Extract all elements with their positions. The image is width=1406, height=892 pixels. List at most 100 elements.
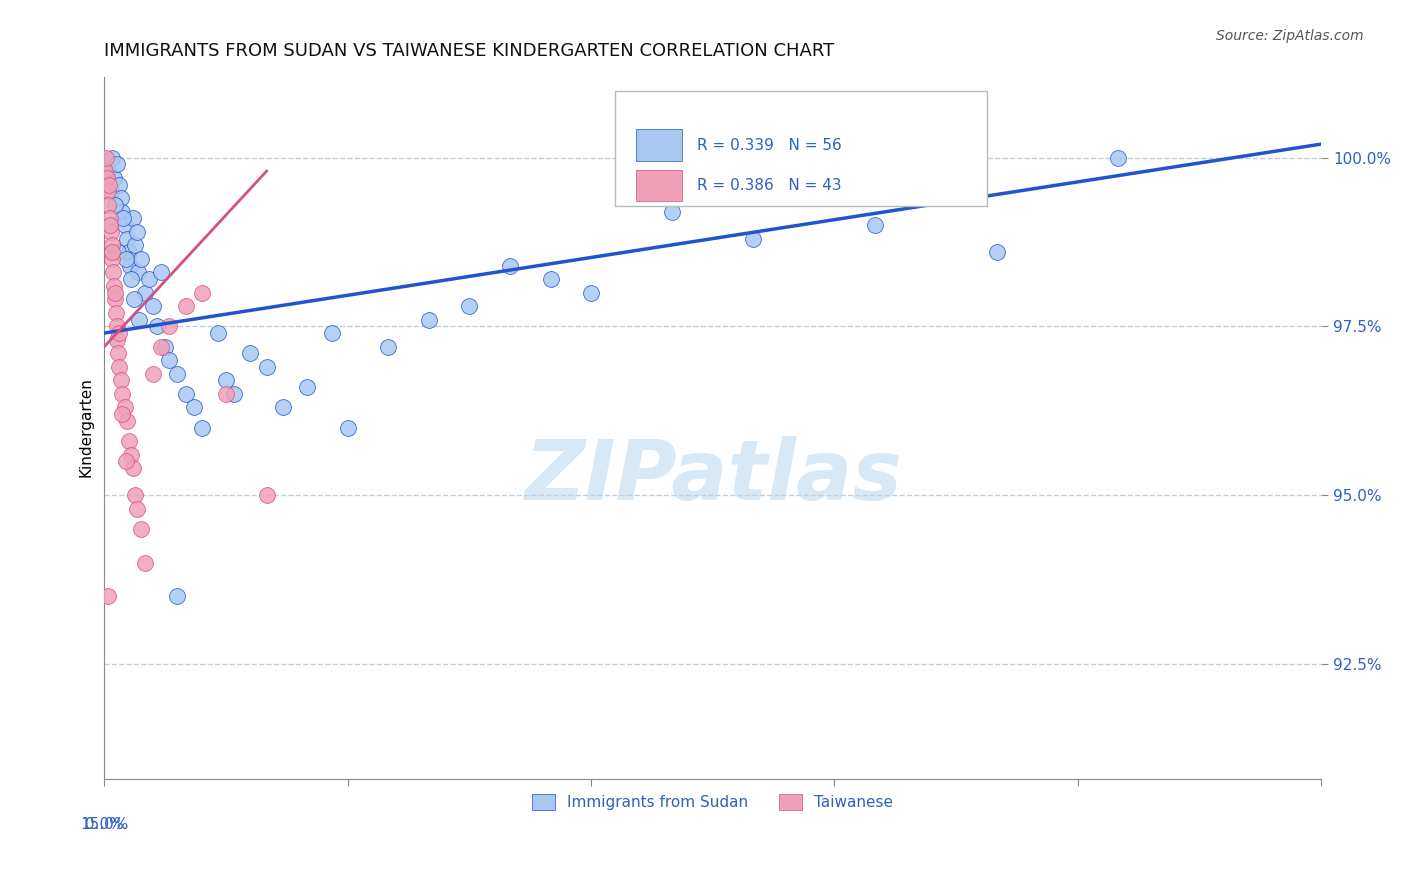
Point [157, 353, 180, 368]
Point [105, 319, 128, 334]
Point [125, 501, 148, 516]
Point [115, 231, 138, 245]
Point [124, 488, 146, 502]
Point [108, 359, 131, 374]
Point [174, 299, 197, 313]
Text: R = 0.386   N = 43: R = 0.386 N = 43 [697, 178, 842, 193]
Point [108, 326, 131, 340]
Bar [636, 169, 682, 202]
Point [134, 285, 156, 300]
Point [110, 191, 132, 205]
Text: Source: ZipAtlas.com: Source: ZipAtlas.com [1216, 29, 1364, 44]
Text: ZIPatlas: ZIPatlas [524, 436, 901, 517]
Point [110, 373, 132, 387]
Point [321, 326, 343, 340]
Point [121, 461, 143, 475]
Point [540, 272, 562, 286]
Point [134, 556, 156, 570]
Point [256, 488, 278, 502]
Point [183, 401, 205, 415]
Point [98, 211, 121, 226]
Point [142, 367, 165, 381]
Point [115, 252, 138, 266]
Point [579, 285, 602, 300]
Point [125, 225, 148, 239]
Point [107, 245, 129, 260]
Point [121, 211, 143, 226]
Bar [636, 129, 682, 161]
Point [115, 454, 138, 468]
Point [111, 204, 134, 219]
Point [129, 252, 152, 266]
Point [124, 238, 146, 252]
Point [128, 312, 150, 326]
Point [108, 178, 131, 192]
Point [157, 319, 180, 334]
FancyBboxPatch shape [616, 91, 987, 206]
Point [166, 589, 188, 603]
Point [190, 285, 212, 300]
Point [215, 373, 238, 387]
Point [111, 407, 134, 421]
Point [458, 299, 481, 313]
Point [150, 265, 173, 279]
Point [146, 319, 169, 334]
Point [127, 265, 149, 279]
Point [336, 420, 359, 434]
Point [100, 238, 122, 252]
Point [499, 259, 522, 273]
Text: IMMIGRANTS FROM SUDAN VS TAIWANESE KINDERGARTEN CORRELATION CHART: IMMIGRANTS FROM SUDAN VS TAIWANESE KINDE… [104, 42, 835, 60]
Text: 15.0%: 15.0% [80, 817, 128, 832]
Point [115, 414, 138, 428]
Point [295, 380, 318, 394]
Point [138, 272, 160, 286]
Point [112, 211, 135, 226]
Text: 0.0%: 0.0% [84, 817, 124, 832]
Point [114, 401, 136, 415]
Point [107, 346, 129, 360]
Point [124, 293, 146, 307]
Point [215, 386, 238, 401]
Point [118, 434, 141, 448]
Legend: Immigrants from Sudan, Taiwanese: Immigrants from Sudan, Taiwanese [526, 789, 900, 816]
Point [207, 326, 229, 340]
Point [97, 589, 120, 603]
Point [103, 170, 125, 185]
Point [120, 448, 142, 462]
Point [129, 522, 152, 536]
Point [100, 225, 122, 239]
Point [166, 367, 188, 381]
Point [101, 151, 124, 165]
Point [97, 198, 120, 212]
Point [97, 164, 120, 178]
Point [661, 204, 683, 219]
Point [120, 272, 142, 286]
Point [104, 285, 127, 300]
Point [174, 386, 197, 401]
Point [100, 184, 122, 198]
Text: R = 0.339   N = 56: R = 0.339 N = 56 [697, 137, 842, 153]
Y-axis label: Kindergarten: Kindergarten [79, 377, 93, 477]
Point [98, 218, 121, 232]
Point [271, 401, 294, 415]
Point [142, 299, 165, 313]
Point [239, 346, 262, 360]
Point [118, 245, 141, 260]
Point [96, 170, 118, 185]
Point [101, 245, 124, 260]
Point [105, 333, 128, 347]
Point [97, 184, 120, 198]
Point [1107, 151, 1129, 165]
Point [742, 231, 765, 245]
Point [103, 278, 125, 293]
Point [104, 306, 127, 320]
Point [104, 198, 127, 212]
Point [101, 252, 124, 266]
Point [105, 157, 128, 171]
Point [256, 359, 278, 374]
Point [104, 293, 127, 307]
Point [98, 178, 121, 192]
Point [103, 265, 125, 279]
Point [120, 259, 142, 273]
Point [986, 245, 1008, 260]
